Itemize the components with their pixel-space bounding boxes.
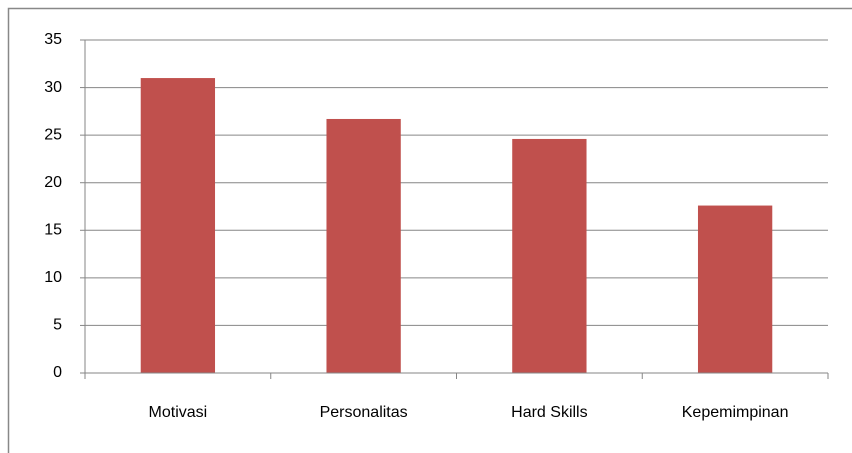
x-tick-label: Motivasi xyxy=(149,404,208,421)
bar xyxy=(326,118,401,374)
y-tick-label: 35 xyxy=(44,31,62,48)
bar xyxy=(512,138,587,373)
y-tick-label: 25 xyxy=(44,126,62,143)
y-tick-label: 5 xyxy=(53,317,62,334)
y-tick-label: 0 xyxy=(53,364,62,381)
y-tick-label: 20 xyxy=(44,174,62,191)
x-tick-label: Personalitas xyxy=(320,404,408,421)
y-tick-label: 30 xyxy=(44,79,62,96)
x-tick-label: Kepemimpinan xyxy=(682,404,789,421)
y-tick-label: 10 xyxy=(44,269,62,286)
y-tick-label: 15 xyxy=(44,222,62,239)
x-tick-label: Hard Skills xyxy=(511,404,587,421)
bar xyxy=(697,205,773,373)
bar xyxy=(140,78,216,374)
